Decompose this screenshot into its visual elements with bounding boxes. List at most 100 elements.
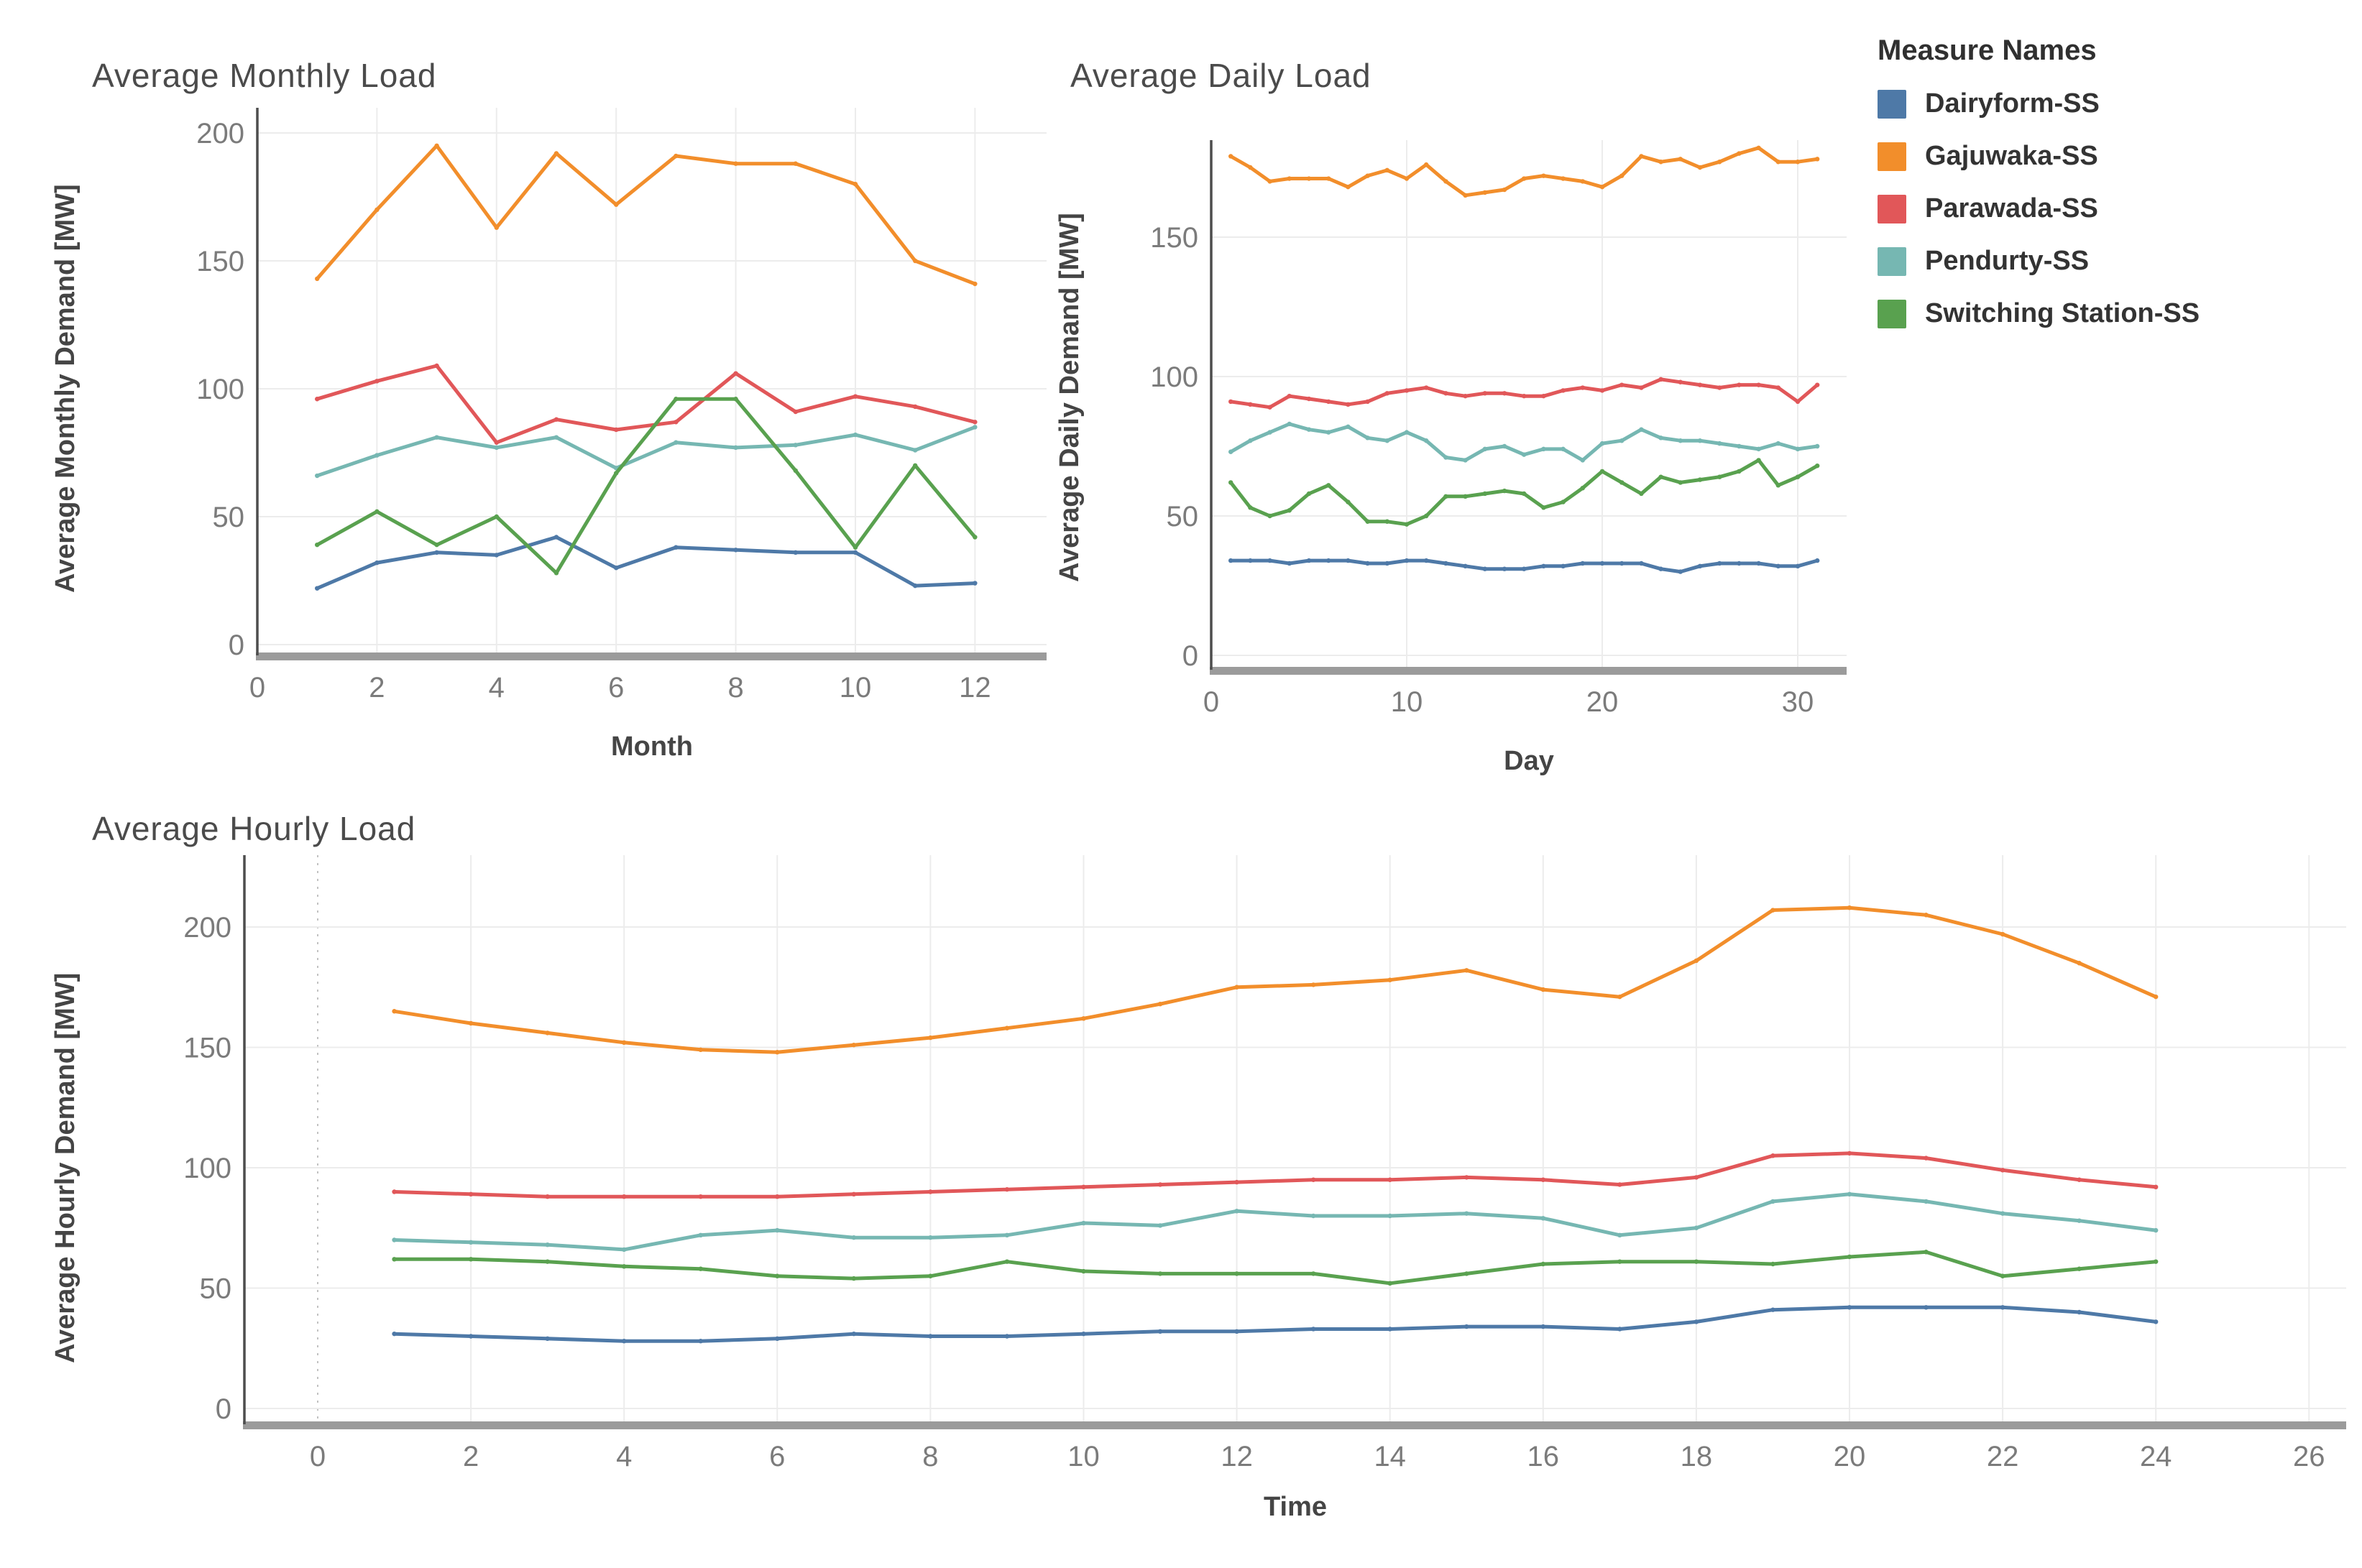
hourly-x-axis-line xyxy=(243,1421,2346,1429)
daily-series-point xyxy=(1599,388,1605,393)
hourly-series-point xyxy=(1770,1261,1775,1267)
hourly-series-point xyxy=(2000,931,2005,937)
daily-series-point xyxy=(1248,402,1253,407)
daily-y-tick-label: 150 xyxy=(1150,222,1198,254)
legend-title: Measure Names xyxy=(1878,34,2097,66)
hourly-series-point xyxy=(2077,1218,2082,1223)
monthly-series-point xyxy=(853,550,858,555)
daily-y-tick-label: 50 xyxy=(1167,501,1199,532)
monthly-series-point xyxy=(374,453,380,458)
hourly-series-point xyxy=(1157,1271,1163,1276)
daily-x-axis-line xyxy=(1210,667,1847,675)
hourly-series-point xyxy=(1847,1254,1852,1260)
legend-item-label: Switching Station-SS xyxy=(1925,298,2200,328)
daily-series-point xyxy=(1365,173,1370,178)
daily-series-point xyxy=(1384,438,1390,443)
hourly-series-point xyxy=(622,1339,627,1344)
legend-item-pendurty-ss[interactable]: Pendurty-SS xyxy=(1878,246,2352,277)
monthly-x-tick-label: 4 xyxy=(489,672,505,704)
monthly-series-point xyxy=(434,542,439,548)
monthly-series-point xyxy=(973,535,978,540)
daily-series-point xyxy=(1541,173,1546,178)
monthly-x-tick-label: 10 xyxy=(840,672,872,704)
legend-item-switching-station-ss[interactable]: Switching Station-SS xyxy=(1878,298,2352,329)
hourly-x-tick-label: 0 xyxy=(310,1441,326,1472)
daily-series-point xyxy=(1619,382,1625,387)
monthly-series-point xyxy=(733,397,738,402)
monthly-series-line-dairyform-ss xyxy=(315,535,977,591)
monthly-series-point xyxy=(793,409,799,415)
daily-series-point xyxy=(1717,561,1722,566)
hourly-series-line-parawada-ss xyxy=(392,1151,2158,1199)
daily-series-point xyxy=(1346,184,1351,190)
daily-series-point xyxy=(1443,455,1448,460)
daily-series-point xyxy=(1502,391,1507,396)
daily-y-tick-label: 100 xyxy=(1150,361,1198,393)
monthly-series-point xyxy=(494,514,499,520)
daily-series-point xyxy=(1443,494,1448,499)
daily-series-point xyxy=(1463,193,1468,198)
daily-series-point xyxy=(1346,558,1351,563)
hourly-series-point xyxy=(851,1331,857,1337)
daily-series-point xyxy=(1756,382,1761,387)
hourly-series-point xyxy=(1847,905,1852,910)
daily-series-point xyxy=(1424,438,1429,443)
monthly-series-point xyxy=(733,161,738,166)
hourly-series-point xyxy=(1004,1259,1010,1264)
hourly-series-point xyxy=(1924,1250,1929,1255)
daily-series-point xyxy=(1678,480,1683,485)
monthly-series-point xyxy=(973,420,978,425)
legend-item-dairyform-ss[interactable]: Dairyform-SS xyxy=(1878,88,2352,119)
legend-item-gajuwaka-ss[interactable]: Gajuwaka-SS xyxy=(1878,141,2352,172)
hourly-series-point xyxy=(545,1194,550,1199)
hourly-series-point xyxy=(1234,1209,1239,1214)
daily-series-point xyxy=(1482,391,1487,396)
hourly-series-point xyxy=(1157,1329,1163,1334)
monthly-series-point xyxy=(374,560,380,566)
daily-series-point xyxy=(1737,382,1742,387)
daily-series-point xyxy=(1365,561,1370,566)
daily-x-axis-label: Day xyxy=(1504,746,1554,776)
daily-series-point xyxy=(1424,558,1429,563)
daily-series-point xyxy=(1775,160,1780,165)
daily-series-point xyxy=(1287,421,1292,427)
monthly-chart-title: Average Monthly Load xyxy=(92,57,437,94)
hourly-series-point xyxy=(1694,1175,1699,1180)
hourly-series-point xyxy=(2077,961,2082,966)
daily-series-point xyxy=(1443,561,1448,566)
daily-series-point xyxy=(1717,160,1722,165)
daily-series-point xyxy=(1599,184,1605,190)
monthly-series-point xyxy=(494,440,499,445)
hourly-series-point xyxy=(1847,1191,1852,1197)
daily-series-point xyxy=(1737,469,1742,474)
monthly-series-point xyxy=(913,404,918,410)
daily-series-point xyxy=(1228,154,1233,159)
hourly-series-point xyxy=(1694,1319,1699,1324)
hourly-series-point xyxy=(1617,1259,1622,1264)
daily-series-point xyxy=(1561,446,1566,452)
daily-series-point xyxy=(1561,388,1566,393)
hourly-x-tick-label: 22 xyxy=(1987,1441,2019,1472)
monthly-series-point xyxy=(315,542,320,548)
hourly-series-point xyxy=(1924,1199,1929,1204)
daily-series-point xyxy=(1639,427,1644,432)
monthly-series-point xyxy=(853,545,858,550)
hourly-series-point xyxy=(1310,1213,1316,1219)
monthly-series-point xyxy=(494,445,499,451)
monthly-series-point xyxy=(553,535,559,540)
daily-series-point xyxy=(1267,558,1272,563)
legend-item-parawada-ss[interactable]: Parawada-SS xyxy=(1878,193,2352,224)
hourly-series-point xyxy=(928,1273,933,1278)
hourly-series-point xyxy=(2077,1177,2082,1182)
daily-series-point xyxy=(1561,499,1566,504)
daily-series-point xyxy=(1228,449,1233,454)
hourly-x-tick-label: 20 xyxy=(1834,1441,1866,1472)
daily-series-point xyxy=(1775,563,1780,569)
hourly-y-tick-label: 150 xyxy=(183,1033,231,1064)
hourly-series-point xyxy=(1157,1182,1163,1187)
hourly-series-point xyxy=(1234,1179,1239,1185)
daily-series-point xyxy=(1522,491,1527,497)
daily-series-point xyxy=(1404,522,1410,527)
hourly-series-point xyxy=(775,1227,780,1233)
monthly-series-point xyxy=(913,448,918,453)
